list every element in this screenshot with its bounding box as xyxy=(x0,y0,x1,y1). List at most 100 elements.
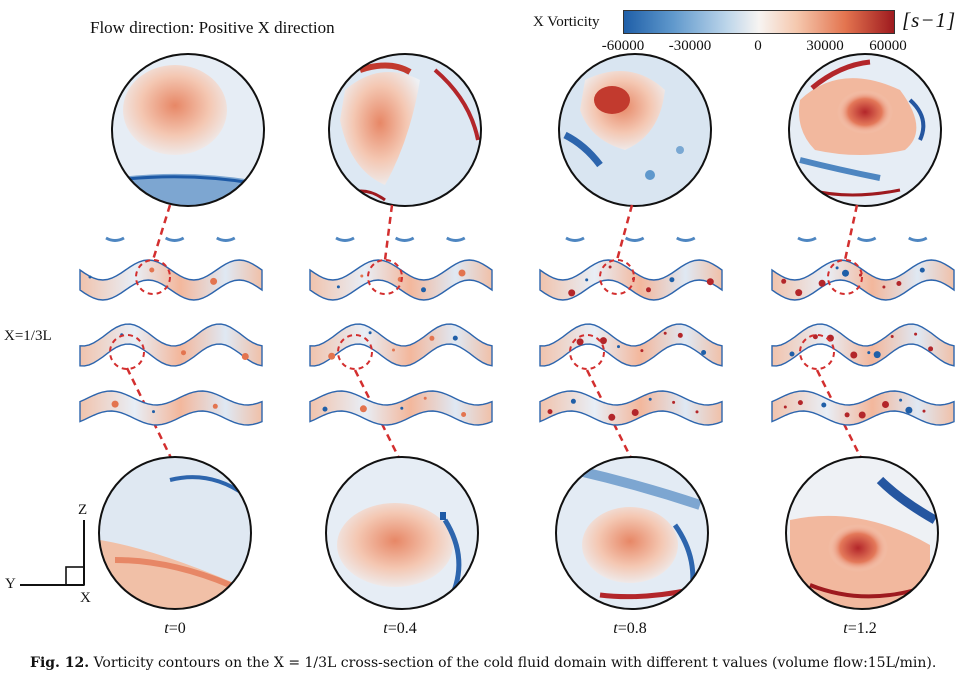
vorticity-spot xyxy=(795,289,803,297)
cross-section-strip xyxy=(539,259,723,301)
zoom-circle-outline xyxy=(555,456,709,610)
vorticity-spot xyxy=(850,351,858,359)
time-label-t1: t=0.4 xyxy=(383,620,417,637)
zoom-marker xyxy=(109,334,145,370)
vorticity-spot xyxy=(360,274,364,278)
vorticity-spot xyxy=(789,351,795,357)
vorticity-spot xyxy=(844,412,850,418)
strip-cap xyxy=(335,236,355,242)
zoom-circle-top-t1 xyxy=(329,54,481,206)
vorticity-spot xyxy=(706,278,714,286)
vorticity-spot xyxy=(392,348,395,352)
colorbar-tick: 60000 xyxy=(869,38,907,54)
vorticity-spot xyxy=(608,265,612,269)
vorticity-spot xyxy=(672,400,676,404)
vorticity-spot xyxy=(210,277,218,285)
zoom-circle-outline xyxy=(111,53,265,207)
vorticity-spot xyxy=(882,401,889,408)
strip-cap xyxy=(105,236,125,242)
strip-cap xyxy=(676,236,696,242)
vorticity-spot xyxy=(783,405,787,409)
vorticity-spot xyxy=(547,409,553,415)
axes-triad xyxy=(20,520,85,586)
vorticity-spot xyxy=(576,338,584,346)
strip-cap xyxy=(164,236,185,242)
vorticity-spot xyxy=(873,351,881,359)
vorticity-spot xyxy=(617,345,620,349)
vorticity-spot xyxy=(890,335,894,338)
time-label-t2: t=0.8 xyxy=(613,620,647,637)
strip-cap xyxy=(856,236,877,242)
strip-cap xyxy=(797,236,817,242)
flow-direction-title: Flow direction: Positive X direction xyxy=(90,18,335,37)
zoom-circle-top-t3 xyxy=(789,54,941,206)
vorticity-spot xyxy=(899,398,903,402)
zoom-circle-bottom-t1 xyxy=(326,457,478,609)
zoom-circle-outline xyxy=(328,53,482,207)
cross-section-strip xyxy=(539,323,723,367)
cross-section-strip xyxy=(79,390,263,426)
vorticity-spot xyxy=(585,278,589,282)
colorbar-tick: 0 xyxy=(754,38,762,54)
colorbar-label: X Vorticity xyxy=(533,14,600,30)
vorticity-spot xyxy=(368,331,372,335)
strip-cap xyxy=(624,236,645,242)
vorticity-spot xyxy=(181,350,186,356)
cross-section-strip xyxy=(79,259,263,301)
vorticity-spot xyxy=(896,281,902,286)
zoom-marker xyxy=(337,334,373,370)
vorticity-spot xyxy=(322,406,328,412)
colorbar-tick: 30000 xyxy=(806,38,844,54)
colorbar-tick: -60000 xyxy=(601,38,645,54)
vorticity-spot xyxy=(570,398,576,404)
zoom-circle-bottom-t0 xyxy=(99,457,251,609)
strip-cap xyxy=(446,236,466,242)
strip-cap xyxy=(216,236,236,242)
zoom-marker xyxy=(827,259,863,295)
zoom-circle-bottom-t2 xyxy=(556,457,708,609)
zoom-marker xyxy=(135,259,171,295)
cross-section-strip xyxy=(79,323,263,367)
vorticity-spot xyxy=(152,410,155,414)
axis-label-y: Y xyxy=(5,576,16,592)
cross-section-strip xyxy=(771,390,955,426)
vorticity-spot xyxy=(461,412,467,417)
zoom-marker xyxy=(367,259,403,295)
vorticity-spot xyxy=(781,278,787,284)
zoom-circle-outline xyxy=(788,53,942,207)
vorticity-spot xyxy=(818,279,826,287)
cross-section-strip xyxy=(309,323,493,367)
colorbar-tick: -30000 xyxy=(668,38,712,54)
vorticity-spot xyxy=(400,406,404,410)
vorticity-spot xyxy=(648,397,652,401)
vorticity-spot xyxy=(423,396,427,400)
vorticity-spot xyxy=(821,402,827,408)
vorticity-spot xyxy=(842,269,849,277)
vorticity-spot xyxy=(922,409,926,413)
vorticity-spot xyxy=(568,289,576,297)
vorticity-spot xyxy=(858,411,866,419)
vorticity-spot xyxy=(429,335,435,341)
vorticity-spot xyxy=(905,406,913,414)
vorticity-spot xyxy=(882,285,886,289)
vorticity-spot xyxy=(631,409,639,416)
vorticity-spot xyxy=(359,405,367,413)
strip-cap xyxy=(394,236,415,242)
vorticity-spot xyxy=(241,353,249,360)
vorticity-spot xyxy=(88,275,92,279)
colorbar-unit: [s−1] xyxy=(902,8,957,32)
vorticity-spot xyxy=(608,413,616,421)
strip-cap xyxy=(565,236,585,242)
axis-label-z: Z xyxy=(78,502,88,518)
zoom-marker xyxy=(569,334,605,370)
vorticity-spot xyxy=(336,285,340,289)
zoom-circle-top-t0 xyxy=(112,54,264,206)
zoom-circle-outline xyxy=(558,53,712,207)
time-label-t0: t=0 xyxy=(164,620,186,637)
zoom-circle-outline xyxy=(785,456,939,610)
vorticity-spot xyxy=(599,337,607,345)
vorticity-spot xyxy=(914,332,918,336)
zoom-circle-bottom-t3 xyxy=(786,457,938,609)
zoom-circle-top-t2 xyxy=(559,54,711,206)
